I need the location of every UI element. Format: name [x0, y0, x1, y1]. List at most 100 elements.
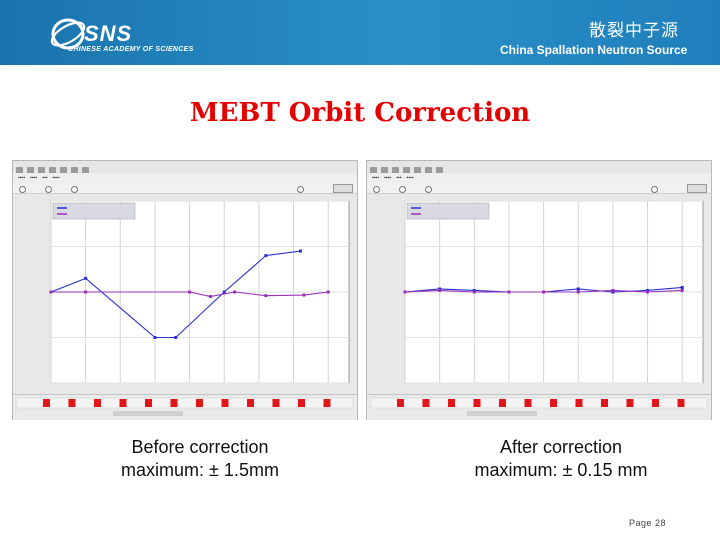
element-marker [575, 399, 583, 407]
data-point [472, 288, 476, 292]
menu-item[interactable]: ▪▪▪▪ [384, 175, 392, 181]
menu-item[interactable]: ▪▪▪▪ [18, 175, 26, 181]
radio-option[interactable] [297, 186, 304, 193]
orbit-app-window-after: ▪▪▪▪ ▪▪▪▪ ▪▪▪ ▪▪▪▪ [366, 160, 712, 420]
paste-icon[interactable] [82, 167, 89, 174]
data-point [646, 290, 650, 294]
caption-after-line1: After correction [499, 437, 623, 457]
data-point [680, 285, 684, 289]
data-point [472, 290, 476, 294]
data-point [208, 295, 212, 299]
page-number: Page 28 [628, 518, 666, 528]
menu-item[interactable]: ▪▪▪ [396, 175, 402, 181]
data-point [188, 290, 192, 294]
copy-icon[interactable] [71, 167, 78, 174]
orbit-app-window-before: ▪▪▪▪ ▪▪▪▪ ▪▪▪ ▪▪▪▪ [12, 160, 358, 420]
radio-option[interactable] [373, 186, 380, 193]
view-options-bar [13, 183, 357, 194]
element-marker [247, 399, 254, 407]
caption-after: After correction maximum: ± 0.15 mm [411, 436, 711, 482]
view-options-bar [367, 183, 711, 194]
menu-item[interactable]: ▪▪▪▪ [406, 175, 414, 181]
element-status-bar-after [367, 394, 711, 420]
data-point [611, 288, 615, 292]
scroll-thumb[interactable] [113, 411, 183, 416]
radio-option[interactable] [651, 186, 658, 193]
element-marker [68, 399, 76, 407]
print-icon[interactable] [403, 167, 410, 174]
save-icon[interactable] [392, 167, 399, 174]
data-point [153, 336, 157, 339]
data-point [264, 254, 268, 258]
element-marker [43, 399, 50, 407]
orbit-plot-after [367, 193, 711, 393]
element-marker [397, 399, 404, 407]
menu-item[interactable]: ▪▪▪▪ [52, 175, 60, 181]
paste-icon[interactable] [436, 167, 443, 174]
scroll-thumb[interactable] [467, 411, 537, 416]
chart-legend [52, 202, 136, 220]
element-marker [499, 399, 506, 407]
english-title: China Spallation Neutron Source [500, 43, 688, 57]
radio-option[interactable] [19, 186, 26, 193]
data-point [576, 287, 580, 291]
menu-item[interactable]: ▪▪▪ [42, 175, 48, 181]
element-marker [170, 399, 178, 407]
data-point [438, 288, 442, 292]
data-point [174, 336, 178, 339]
data-point [326, 290, 330, 294]
element-marker [652, 399, 659, 407]
radio-option[interactable] [45, 186, 52, 193]
cut-icon[interactable] [60, 167, 67, 174]
element-marker [448, 399, 455, 407]
new-file-icon[interactable] [370, 167, 377, 174]
data-point [302, 293, 306, 297]
element-marker [473, 399, 481, 407]
chinese-title: 散裂中子源 [589, 21, 679, 41]
data-point [403, 290, 407, 294]
logo-subtext: CHINESE ACADEMY OF SCIENCES [68, 46, 194, 53]
radio-option[interactable] [399, 186, 406, 193]
open-file-icon[interactable] [381, 167, 388, 174]
open-file-icon[interactable] [27, 167, 34, 174]
cut-icon[interactable] [414, 167, 421, 174]
radio-option[interactable] [71, 186, 78, 193]
slide-header: SNS CHINESE ACADEMY OF SCIENCES 散裂中子源 Ch… [0, 0, 720, 65]
data-point [84, 276, 88, 280]
radio-option[interactable] [425, 186, 432, 193]
element-track [370, 397, 708, 409]
element-marker [196, 399, 203, 407]
data-point [542, 290, 546, 294]
sns-logo: SNS CHINESE ACADEMY OF SCIENCES [48, 14, 208, 56]
new-file-icon[interactable] [16, 167, 23, 174]
data-point [611, 290, 615, 294]
copy-icon[interactable] [425, 167, 432, 174]
data-point [84, 290, 88, 294]
options-button[interactable] [333, 184, 353, 193]
menu-item[interactable]: ▪▪▪▪ [372, 175, 380, 181]
element-marker [119, 399, 127, 407]
element-marker [221, 399, 229, 407]
data-point [646, 288, 650, 292]
element-marker [601, 399, 608, 407]
atom-logo-icon [50, 18, 86, 50]
element-track [16, 397, 354, 409]
data-point [507, 290, 511, 294]
element-marker [550, 399, 557, 407]
data-point [264, 294, 268, 298]
data-point [438, 287, 442, 291]
orbit-chart-after [403, 200, 704, 384]
element-status-bar-before [13, 394, 357, 420]
element-marker [677, 399, 685, 407]
app-menubar: ▪▪▪▪ ▪▪▪▪ ▪▪▪ ▪▪▪▪ [367, 173, 711, 183]
print-icon[interactable] [49, 167, 56, 174]
options-button[interactable] [687, 184, 707, 193]
caption-before: Before correction maximum: ± 1.5mm [50, 436, 350, 482]
element-marker [94, 399, 101, 407]
data-point [298, 249, 302, 253]
save-icon[interactable] [38, 167, 45, 174]
element-marker [422, 399, 430, 407]
orbit-plot-before [13, 193, 357, 393]
menu-item[interactable]: ▪▪▪▪ [30, 175, 38, 181]
orbit-chart-before [49, 200, 350, 384]
